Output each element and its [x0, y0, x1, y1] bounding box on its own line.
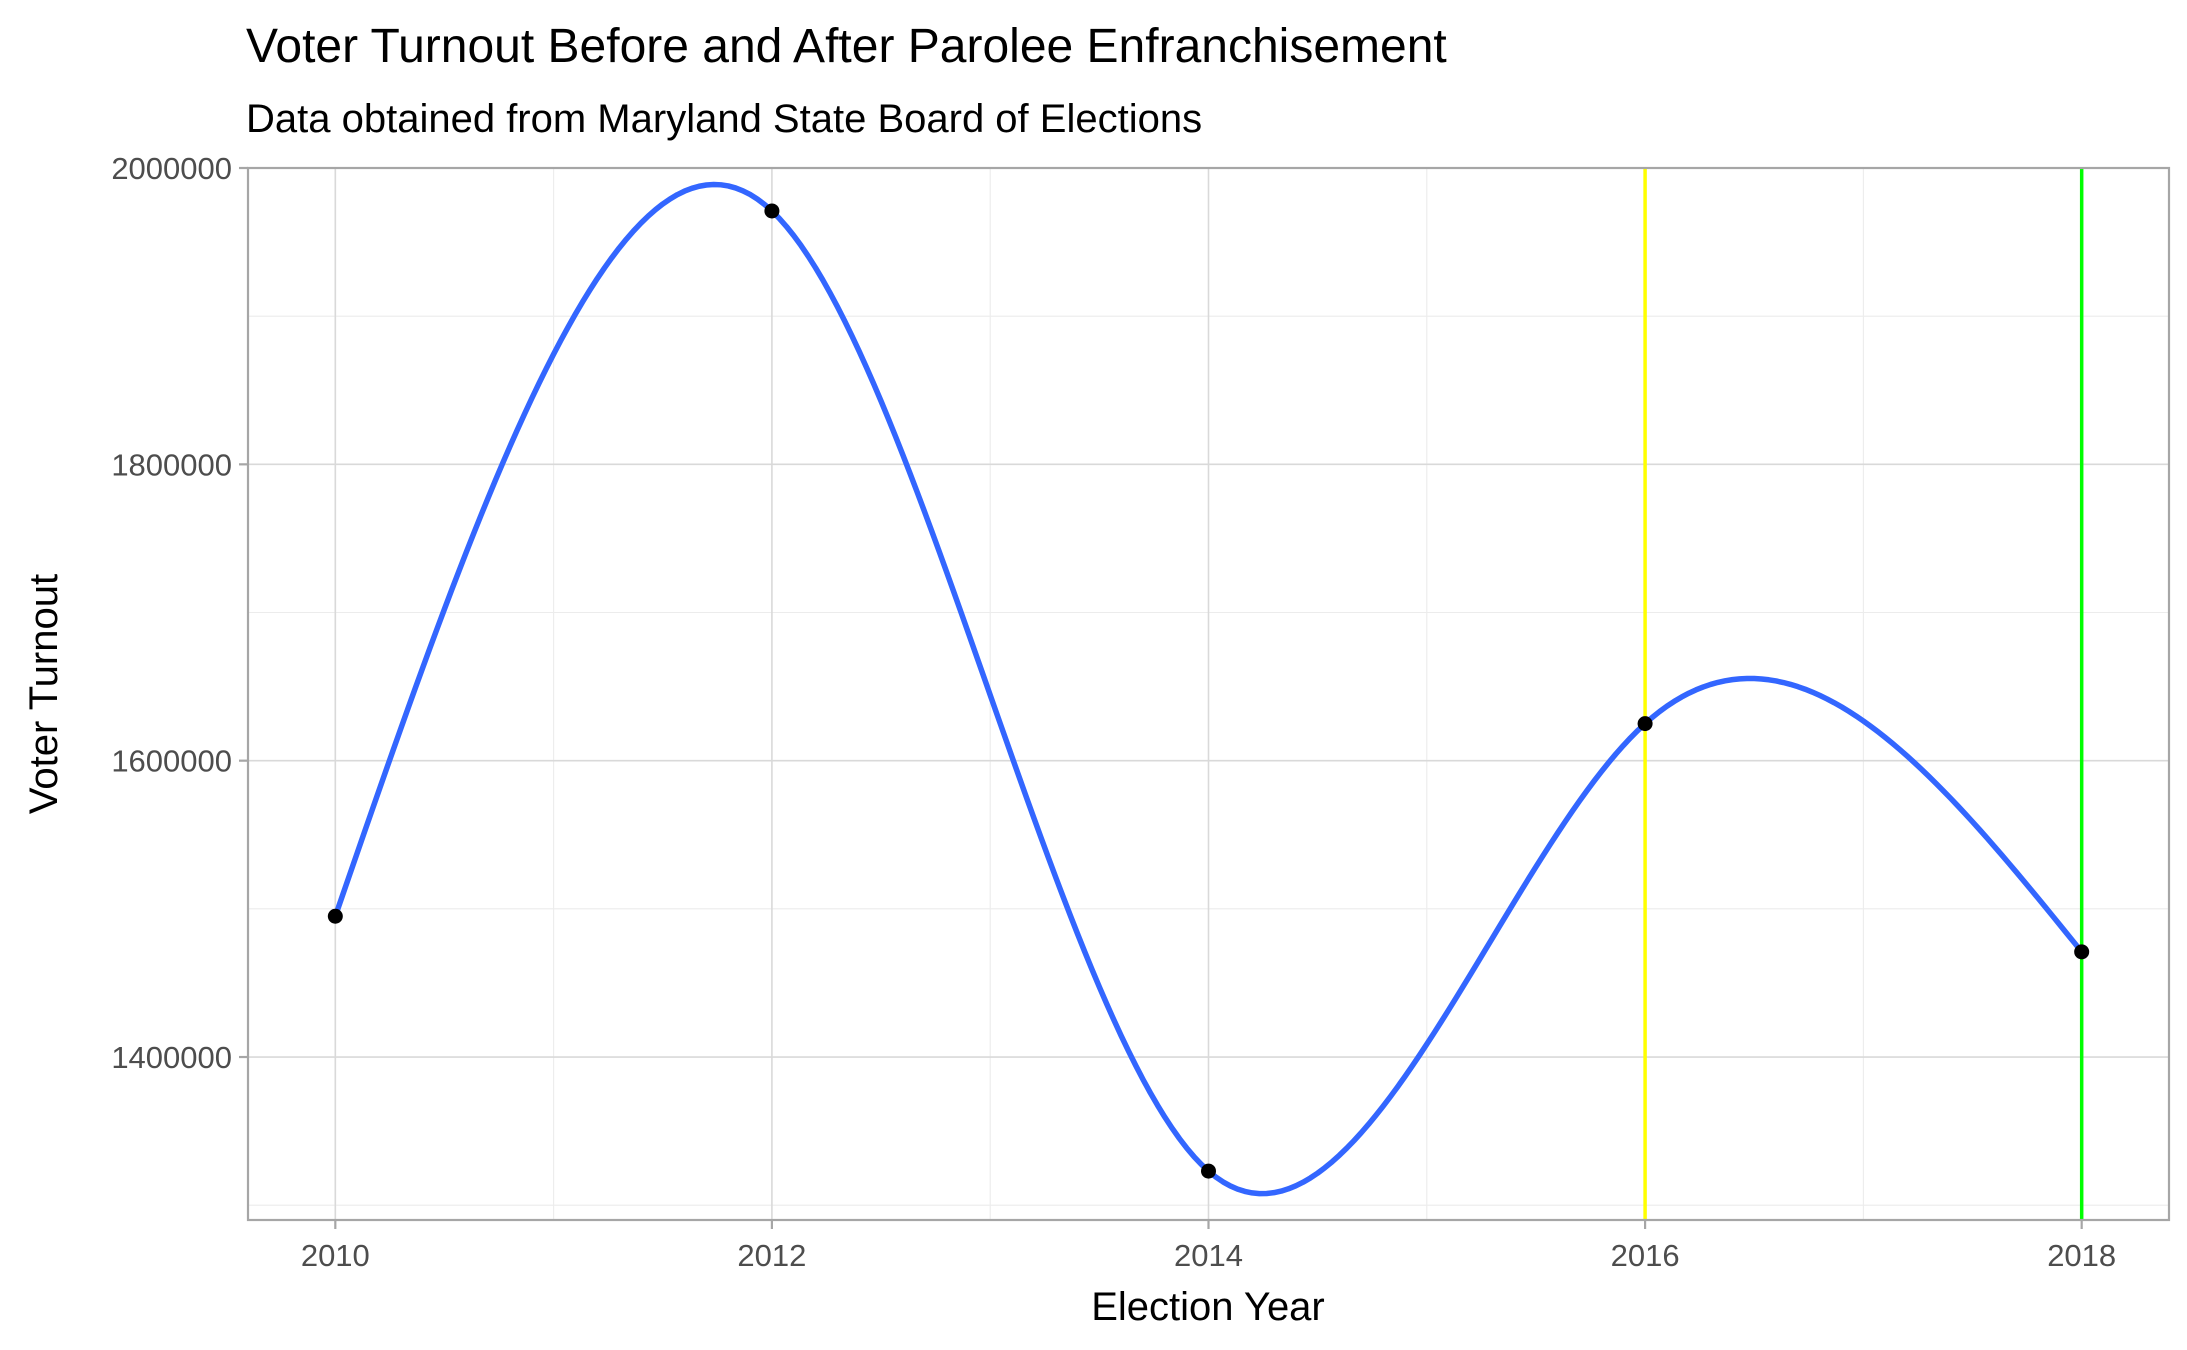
chart-subtitle: Data obtained from Maryland State Board …	[246, 97, 1202, 141]
grid	[248, 167, 2169, 1220]
axis-ticks: 2010 2012 2014 2016 2018 1400000 1600000 180000…	[111, 151, 2116, 1273]
data-point-2010	[327, 908, 343, 924]
y-tick-label: 1800000	[111, 447, 232, 482]
x-axis-label: Election Year	[1091, 1285, 1325, 1329]
y-tick-label: 2000000	[111, 151, 232, 186]
data-point-2016	[1637, 716, 1653, 732]
y-tick-label: 1600000	[111, 744, 232, 779]
x-tick-label: 2014	[1174, 1238, 1243, 1273]
data-point-2018	[2074, 944, 2090, 960]
chart-title: Voter Turnout Before and After Parolee E…	[246, 20, 1447, 73]
points-layer	[327, 203, 2090, 1179]
x-tick-label: 2016	[1611, 1238, 1680, 1273]
y-tick-label: 1400000	[111, 1040, 232, 1075]
x-tick-label: 2012	[737, 1238, 806, 1273]
reference-lines	[1643, 168, 2084, 1220]
data-point-2012	[764, 203, 780, 219]
y-axis-label: Voter Turnout	[22, 574, 66, 814]
data-point-2014	[1201, 1163, 1216, 1179]
x-tick-label: 2018	[2047, 1238, 2116, 1273]
x-tick-label: 2010	[301, 1238, 370, 1273]
